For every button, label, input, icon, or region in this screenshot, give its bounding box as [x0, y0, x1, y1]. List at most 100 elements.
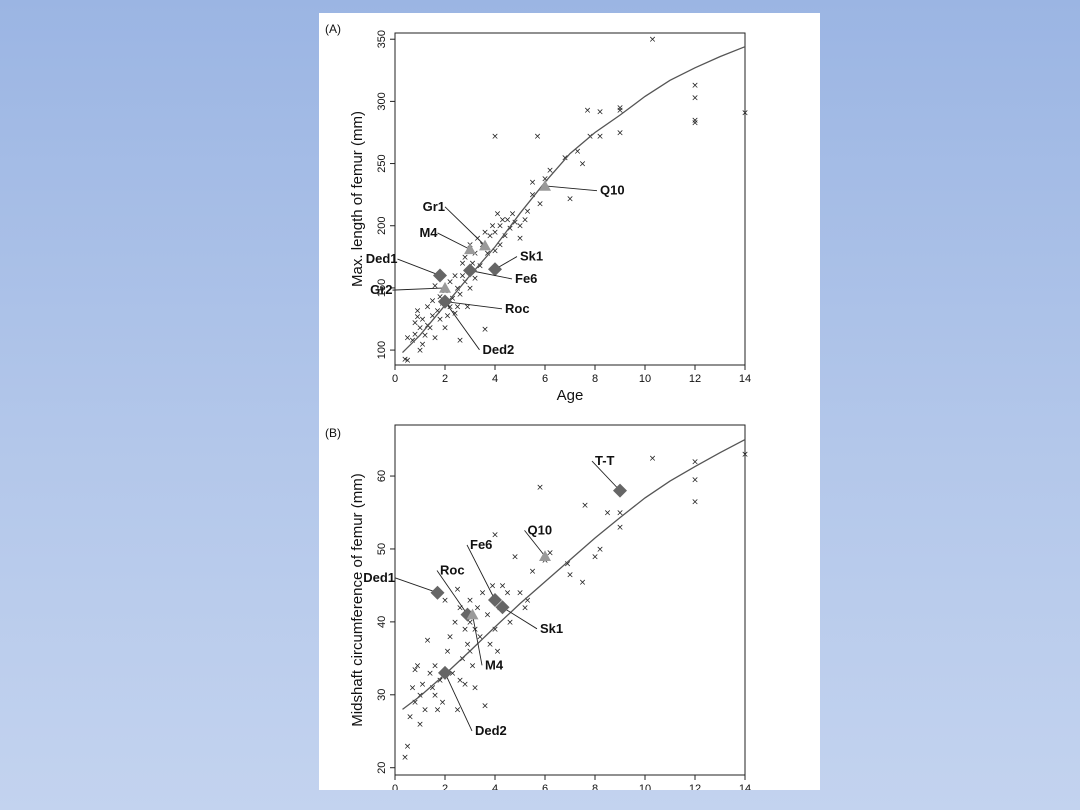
panel-b-specimen-ded1 — [430, 585, 445, 600]
panel-a-data-point: × — [434, 306, 442, 316]
panel-b-data-point: × — [431, 662, 439, 672]
panel-b-data-point: × — [441, 596, 449, 606]
panel-b-data-point: × — [461, 625, 469, 635]
panel-a-data-point: × — [491, 132, 499, 142]
panel-b-data-point: × — [604, 509, 612, 519]
panel-a-specimen-label-ded2: Ded2 — [483, 342, 515, 357]
panel-b-specimen-label-fe6: Fe6 — [470, 537, 492, 552]
panel-b-data-point: × — [741, 450, 749, 460]
panel-a-specimen-m4 — [464, 243, 476, 255]
panel-a-specimen-fe6 — [463, 263, 477, 278]
panel-a-x-tick-label: 2 — [442, 373, 448, 385]
panel-a-data-point: × — [414, 313, 422, 323]
panel-b-plot-frame — [394, 424, 746, 776]
panel-a-data-point: × — [459, 259, 467, 269]
panel-a-data-point: × — [574, 147, 582, 157]
panel-a-data-point: × — [436, 293, 444, 303]
panel-b-data-point: × — [446, 632, 454, 642]
panel-b-data-point: × — [466, 596, 474, 606]
panel-b-specimen-label-m4: M4 — [485, 657, 504, 672]
panel-a-data-point: × — [691, 119, 699, 129]
panel-a-data-point: × — [456, 336, 464, 346]
panel-a-specimen-label-gr1: Gr1 — [423, 199, 445, 214]
panel-a-data-point: × — [491, 228, 499, 238]
panel-a-data-point: × — [616, 128, 624, 138]
panel-b-data-point: × — [499, 581, 507, 591]
chart-femur-length: (A) 0 2 4 6 8 10 12 14 100 150 200 250 300 350 Age Max. … — [325, 22, 751, 404]
panel-b-data-point: × — [564, 560, 572, 570]
panel-a-data-point: × — [499, 216, 507, 226]
panel-a-data-point: × — [476, 262, 484, 272]
panel-b-data-point: × — [461, 680, 469, 690]
panel-b-data-point: × — [511, 552, 519, 562]
panel-a-data-point: × — [496, 222, 504, 232]
panel-a-data-point: × — [511, 218, 519, 228]
panel-b-data-point: × — [546, 549, 554, 559]
panel-b-data-point: × — [439, 698, 447, 708]
panel-b-data-point: × — [474, 603, 482, 613]
panel-a-x-tick-label: 0 — [392, 373, 398, 385]
panel-b-data-point: × — [401, 753, 409, 763]
panel-b-specimen-m4 — [466, 608, 479, 620]
panel-a-specimen-q10 — [539, 179, 551, 191]
panel-b-data-point: × — [456, 676, 464, 686]
panel-b-leader-roc — [436, 570, 468, 615]
panel-b-leader-sk1 — [502, 606, 538, 630]
panel-a-specimen-label-sk1: Sk1 — [520, 249, 543, 264]
panel-b-specimen-label-ded1: Ded1 — [363, 570, 395, 585]
panel-a-specimen-gr2 — [439, 281, 451, 293]
panel-b-specimen-label-t-t: T-T — [595, 453, 615, 468]
panel-a-data-point: × — [411, 319, 419, 329]
panel-a-data-point: × — [454, 303, 462, 313]
panel-a-data-point: × — [421, 331, 429, 341]
panel-a-fit-curve — [402, 46, 746, 354]
panel-a-data-point: × — [691, 94, 699, 104]
panel-b-data-point: × — [484, 611, 492, 621]
panel-b-data-point: × — [494, 647, 502, 657]
panel-a-data-point: × — [596, 107, 604, 117]
panel-b-data-point: × — [444, 647, 452, 657]
panel-b-data-point: × — [491, 625, 499, 635]
panel-b-data-point: × — [431, 691, 439, 701]
panel-a-data-point: × — [484, 249, 492, 259]
panel-b-data-point: × — [411, 698, 419, 708]
panel-a-data-point: × — [521, 216, 529, 226]
panel-a-data-point: × — [416, 324, 424, 334]
panel-a-data-point: × — [541, 174, 549, 184]
panel-b-specimen-t-t — [613, 483, 627, 498]
panel-a-data-point: × — [516, 234, 524, 244]
panel-b-leader-m4 — [472, 614, 483, 666]
panel-b-data-point: × — [481, 702, 489, 712]
panel-b-fit-curve — [402, 439, 746, 710]
panel-b-data-point: × — [616, 523, 624, 533]
panel-a-specimen-label-ded1: Ded1 — [366, 251, 398, 266]
panel-a-data-point: × — [529, 191, 537, 201]
panel-b-x-tick-label: 0 — [392, 783, 398, 790]
panel-b-label: (B) — [325, 426, 341, 440]
panel-b-specimen-ded2 — [438, 665, 452, 680]
panel-a-data-point: × — [506, 224, 514, 234]
panel-a-data-point: × — [414, 306, 422, 316]
panel-a-leader-ded2 — [444, 301, 480, 351]
panel-b-y-tick-label: 20 — [376, 762, 388, 774]
panel-b-specimen-label-ded2: Ded2 — [475, 723, 507, 738]
panel-a-data-point: × — [596, 132, 604, 142]
panel-a-leader-m4 — [437, 232, 471, 250]
panel-b-data-point: × — [464, 640, 472, 650]
panel-b-data-point: × — [459, 654, 467, 664]
panel-b-data-point: × — [411, 665, 419, 675]
panel-a-plot-frame — [394, 32, 746, 366]
panel-b-data-point: × — [416, 720, 424, 730]
panel-b-data-point: × — [579, 578, 587, 588]
panel-a-data-point: × — [416, 346, 424, 356]
panel-a-specimen-label-gr2: Gr2 — [370, 282, 392, 297]
panel-a-data-point: × — [456, 290, 464, 300]
panel-b-specimen-label-sk1: Sk1 — [540, 621, 563, 636]
panel-a-data-point: × — [534, 132, 542, 142]
panel-a-x-tick-label: 12 — [689, 373, 701, 385]
panel-a-data-point: × — [446, 303, 454, 313]
panel-b-data-point: × — [536, 483, 544, 493]
panel-b-data-point: × — [451, 618, 459, 628]
panel-a-data-point: × — [451, 271, 459, 281]
panel-a-leader-fe6 — [469, 270, 513, 280]
